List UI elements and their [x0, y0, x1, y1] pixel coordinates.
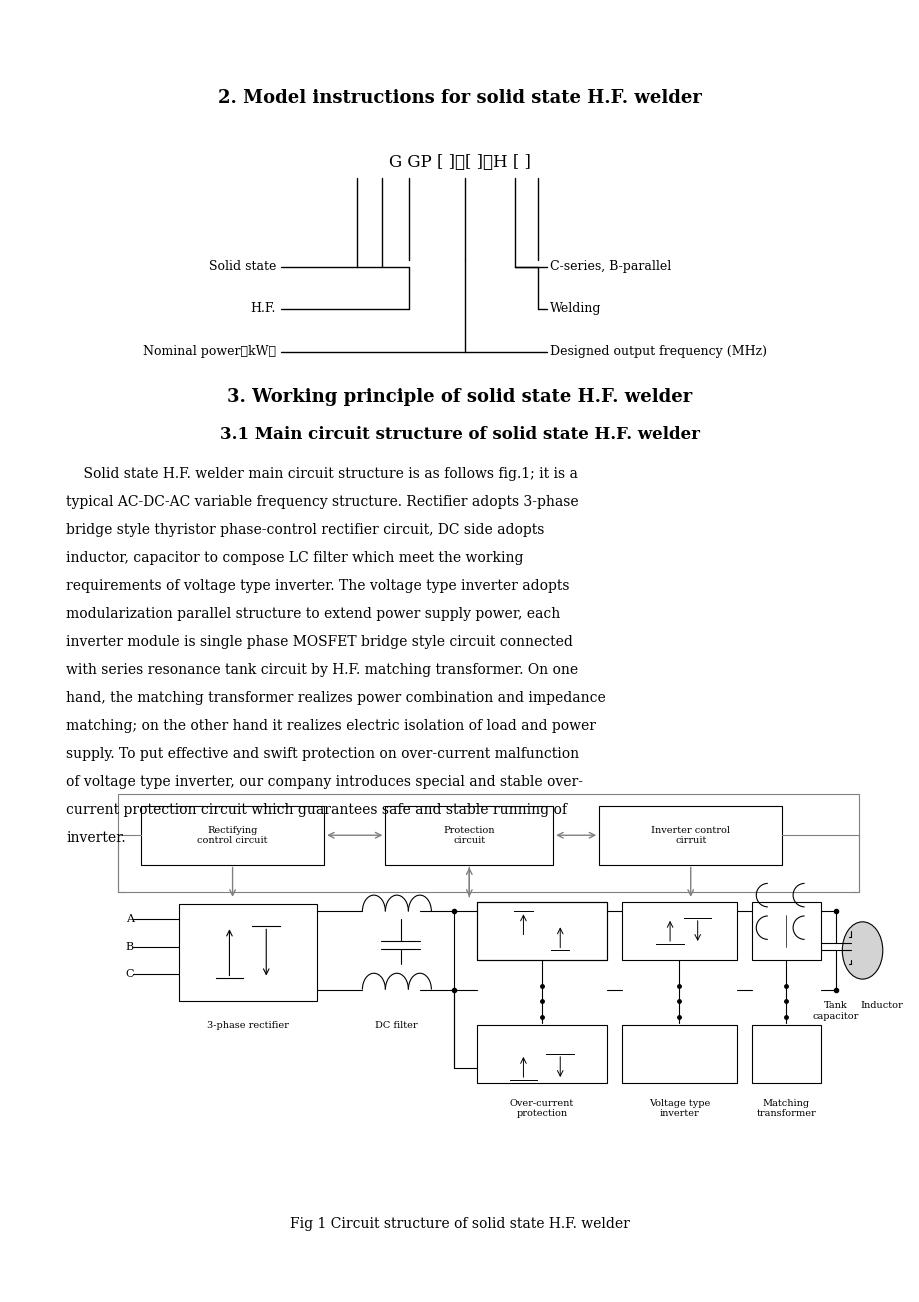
Text: requirements of voltage type inverter. The voltage type inverter adopts: requirements of voltage type inverter. T…: [66, 579, 569, 594]
Text: B: B: [126, 941, 133, 952]
Text: matching; on the other hand it realizes electric isolation of load and power: matching; on the other hand it realizes …: [66, 719, 596, 733]
Bar: [476, 902, 607, 961]
Text: Tank
capacitor: Tank capacitor: [811, 1001, 858, 1021]
Text: Welding: Welding: [550, 302, 601, 315]
Bar: [179, 904, 316, 1001]
Text: current protection circuit which guarantees safe and stable running of: current protection circuit which guarant…: [66, 803, 567, 818]
Bar: [141, 806, 323, 865]
Text: of voltage type inverter, our company introduces special and stable over-: of voltage type inverter, our company in…: [66, 776, 583, 789]
Text: C-series, B-parallel: C-series, B-parallel: [550, 260, 671, 273]
Circle shape: [842, 922, 882, 979]
Bar: [476, 902, 607, 961]
Text: Matching
transformer: Matching transformer: [755, 1099, 815, 1118]
Bar: [385, 806, 552, 865]
Text: 3.1 Main circuit structure of solid state H.F. welder: 3.1 Main circuit structure of solid stat…: [220, 426, 699, 444]
Bar: [621, 1025, 736, 1083]
Text: Inductor: Inductor: [859, 1001, 902, 1010]
Text: 2. Model instructions for solid state H.F. welder: 2. Model instructions for solid state H.…: [218, 89, 701, 107]
Bar: [751, 902, 820, 961]
Bar: [751, 1025, 820, 1083]
Text: Voltage type
inverter: Voltage type inverter: [648, 1099, 709, 1118]
Bar: [621, 902, 736, 961]
Text: Solid state: Solid state: [209, 260, 276, 273]
Bar: [118, 794, 857, 892]
Bar: [476, 1025, 607, 1083]
Text: Solid state H.F. welder main circuit structure is as follows fig.1; it is a: Solid state H.F. welder main circuit str…: [66, 467, 577, 482]
Text: Protection
circuit: Protection circuit: [443, 825, 494, 845]
Text: H.F.: H.F.: [250, 302, 276, 315]
Text: supply. To put effective and swift protection on over-current malfunction: supply. To put effective and swift prote…: [66, 747, 579, 762]
Bar: [598, 806, 781, 865]
Text: inverter module is single phase MOSFET bridge style circuit connected: inverter module is single phase MOSFET b…: [66, 635, 573, 650]
Text: Rectifying
control circuit: Rectifying control circuit: [197, 825, 267, 845]
Text: Fig 1 Circuit structure of solid state H.F. welder: Fig 1 Circuit structure of solid state H…: [289, 1217, 630, 1230]
Text: 3-phase rectifier: 3-phase rectifier: [207, 1021, 289, 1030]
Text: bridge style thyristor phase-control rectifier circuit, DC side adopts: bridge style thyristor phase-control rec…: [66, 523, 544, 538]
Text: inductor, capacitor to compose LC filter which meet the working: inductor, capacitor to compose LC filter…: [66, 552, 523, 565]
Text: Over-current
protection: Over-current protection: [509, 1099, 573, 1118]
Text: with series resonance tank circuit by H.F. matching transformer. On one: with series resonance tank circuit by H.…: [66, 663, 578, 677]
Text: Nominal power（kW）: Nominal power（kW）: [142, 345, 276, 358]
Text: modularization parallel structure to extend power supply power, each: modularization parallel structure to ext…: [66, 607, 560, 621]
Text: G GP [ ]－[ ]－H [ ]: G GP [ ]－[ ]－H [ ]: [389, 154, 530, 172]
Text: Inverter control
cirruit: Inverter control cirruit: [651, 825, 730, 845]
Text: 3. Working principle of solid state H.F. welder: 3. Working principle of solid state H.F.…: [227, 388, 692, 406]
Text: A: A: [126, 914, 133, 924]
Text: C: C: [126, 969, 134, 979]
Text: Designed output frequency (MHz): Designed output frequency (MHz): [550, 345, 766, 358]
Text: DC filter: DC filter: [375, 1021, 417, 1030]
Text: inverter.: inverter.: [66, 831, 126, 845]
Text: hand, the matching transformer realizes power combination and impedance: hand, the matching transformer realizes …: [66, 691, 606, 706]
Text: typical AC-DC-AC variable frequency structure. Rectifier adopts 3-phase: typical AC-DC-AC variable frequency stru…: [66, 495, 578, 509]
